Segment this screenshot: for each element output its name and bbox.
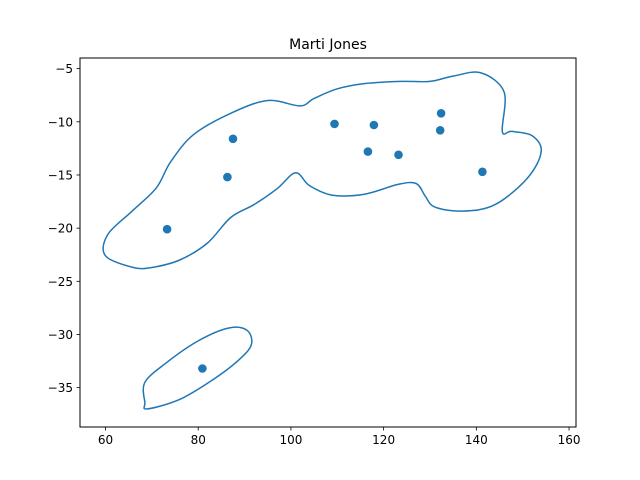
x-tick-label: 80 (191, 433, 206, 447)
contour-line-2 (142, 326, 253, 410)
contour-layer (102, 71, 542, 410)
y-tick-label: −15 (48, 168, 73, 182)
contour-line-1 (102, 71, 542, 270)
y-axis: −5 −10 −15 −20 −25 −30 −35 (48, 62, 80, 395)
y-tick-label: −5 (55, 62, 73, 76)
y-tick-label: −10 (48, 115, 73, 129)
data-point-3 (228, 134, 238, 144)
y-tick-label: −30 (48, 328, 73, 342)
data-point-2 (223, 172, 232, 182)
data-point-6 (369, 120, 379, 130)
x-axis: 60 80 100 120 140 160 (98, 427, 581, 447)
x-tick-label: 60 (98, 433, 113, 447)
data-point-1 (162, 224, 172, 234)
plot-frame (79, 57, 577, 428)
x-tick-label: 140 (465, 433, 488, 447)
data-point-10 (478, 167, 487, 177)
x-tick-label: 160 (558, 433, 581, 447)
data-point-5 (363, 147, 373, 156)
data-point-9 (436, 109, 446, 118)
x-tick-label: 120 (372, 433, 395, 447)
y-tick-label: −20 (48, 222, 73, 236)
data-point-7 (394, 150, 403, 160)
points-layer (162, 109, 487, 373)
y-tick-label: −25 (48, 275, 73, 289)
data-point-4 (330, 119, 339, 129)
data-point-11 (198, 364, 207, 373)
data-point-8 (435, 126, 445, 135)
y-tick-label: −35 (48, 381, 73, 395)
chart-title: Marti Jones (289, 37, 367, 53)
x-tick-label: 100 (279, 433, 302, 447)
